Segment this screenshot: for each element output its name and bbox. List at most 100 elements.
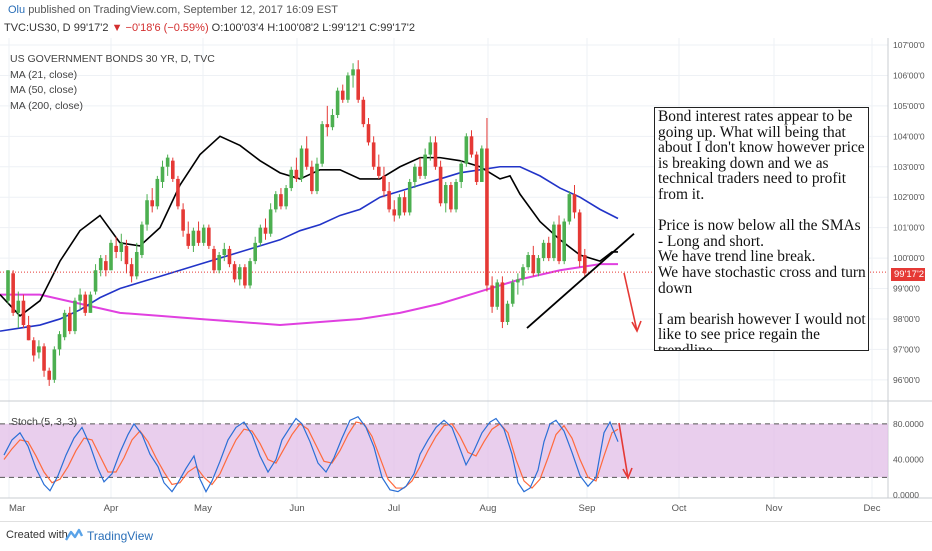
candle-body-43 (227, 248, 232, 265)
price-tick-4: 103'00'0 (893, 162, 925, 172)
axes: 107'00'0 106'00'0 105'00'0 104'00'0 103'00'0… (9, 40, 925, 514)
price-tick-1: 106'00'0 (893, 70, 925, 80)
candle-body-69 (361, 99, 366, 125)
candle-body-20 (109, 242, 113, 271)
price-tick-7: 100'00'0 (893, 253, 925, 263)
candle-body-29 (155, 178, 160, 207)
candle-body-55 (289, 169, 294, 189)
candle-body-79 (413, 166, 417, 182)
candle-body-31 (165, 157, 170, 167)
bearish-arrow-main-head (631, 320, 642, 333)
last-price: 99'17'2 (73, 22, 109, 34)
time-tick-3: Jun (289, 503, 304, 514)
candle-body-78 (407, 181, 412, 213)
candle-body-71 (371, 142, 376, 167)
candle-body-80 (418, 166, 422, 176)
candle-body-108 (562, 221, 566, 262)
candle-body-19 (104, 261, 108, 271)
candle-body-33 (176, 178, 180, 207)
candlesticks (6, 60, 587, 386)
candle-body-12 (68, 312, 72, 332)
candle-body-63 (330, 115, 335, 128)
candle-body-97 (505, 303, 510, 322)
symbol-name: TVC:US30, D (4, 22, 71, 34)
price-change: −0'18'6 (−0.59%) (125, 22, 209, 34)
candle-body-48 (253, 242, 257, 262)
candle-body-95 (495, 282, 500, 307)
candle-body-65 (340, 90, 345, 100)
candle-body-13 (73, 300, 77, 332)
stoch-tick-0: 80.0000 (893, 419, 924, 429)
bearish-arrow-stoch-head (622, 467, 633, 480)
candle-body-93 (485, 148, 489, 286)
candle-body-27 (145, 200, 149, 225)
stochastic-pane (0, 415, 888, 493)
candle-body-66 (346, 75, 350, 100)
candle-body-6 (37, 346, 41, 353)
stoch-k-line (3, 415, 619, 493)
time-tick-5: Aug (480, 503, 497, 514)
stoch-tick-2: 0.0000 (893, 490, 919, 500)
candle-body-58 (304, 148, 309, 167)
candle-body-59 (310, 166, 314, 192)
footer: Created with TradingView (0, 521, 932, 551)
candle-body-11 (62, 312, 67, 338)
candle-body-25 (134, 251, 139, 277)
candle-body-49 (258, 227, 263, 243)
candle-body-72 (377, 166, 381, 176)
candle-body-40 (212, 248, 216, 271)
candle-body-26 (140, 224, 144, 256)
candle-body-21 (114, 245, 118, 252)
legend-ma21[interactable]: MA (21, close) (10, 68, 78, 81)
price-tick-2: 105'00'0 (893, 101, 925, 111)
candle-body-70 (366, 124, 371, 143)
candle-body-67 (351, 69, 355, 76)
candle-body-2 (16, 300, 21, 313)
candle-body-8 (47, 370, 51, 380)
candle-body-36 (191, 230, 196, 246)
candle-body-68 (356, 69, 360, 100)
legend-ma50[interactable]: MA (50, close) (10, 84, 78, 96)
candle-body-111 (577, 212, 582, 262)
ma50-line (0, 165, 619, 332)
price-tick-11: 96'00'0 (893, 375, 920, 385)
time-tick-9: Dec (864, 503, 881, 514)
candle-body-45 (237, 267, 242, 280)
legend-ma200[interactable]: MA (200, close) (10, 99, 83, 112)
stoch-legend[interactable]: Stoch (5, 3, 3) (11, 416, 77, 428)
candle-body-35 (186, 233, 191, 246)
candle-body-75 (392, 209, 397, 216)
candle-body-112 (583, 255, 587, 274)
symbol-info: TVC:US30, D 99'17'2 ▼ −0'18'6 (−0.59%) O… (4, 22, 415, 34)
author-link[interactable]: Olu (8, 4, 26, 16)
annotation-textbox[interactable]: Bond interest rates appear to be going u… (654, 107, 869, 351)
bearish-arrow-main-shaft (623, 272, 638, 332)
candle-body-98 (510, 282, 515, 304)
candle-body-24 (129, 264, 134, 277)
candle-body-16 (88, 294, 93, 313)
time-tick-6: Sep (579, 503, 596, 514)
candle-body-85 (443, 185, 448, 204)
tradingview-brand[interactable]: TradingView (87, 529, 154, 543)
moving-averages (0, 135, 888, 332)
drawings (526, 233, 642, 480)
time-tick-4: Jul (388, 503, 400, 514)
stoch-d-line (3, 421, 619, 489)
candle-body-22 (119, 242, 124, 252)
candle-body-53 (279, 194, 283, 207)
symbol-bar: TVC:US30, D 99'17'2 ▼ −0'18'6 (−0.59%) O… (0, 20, 932, 38)
candle-body-44 (232, 264, 237, 280)
stoch-band (0, 423, 888, 478)
candle-body-14 (78, 294, 82, 301)
candle-body-50 (263, 227, 268, 234)
candle-body-32 (171, 160, 175, 179)
candle-body-9 (52, 349, 57, 380)
tradingview-logo-icon[interactable] (64, 528, 84, 542)
candle-body-109 (567, 194, 572, 222)
candle-body-42 (222, 248, 227, 256)
ma21-line (0, 135, 618, 317)
candle-body-37 (196, 230, 201, 243)
candle-body-87 (454, 181, 458, 210)
price-tick-0: 107'00'0 (893, 40, 925, 50)
candle-body-106 (552, 224, 556, 259)
